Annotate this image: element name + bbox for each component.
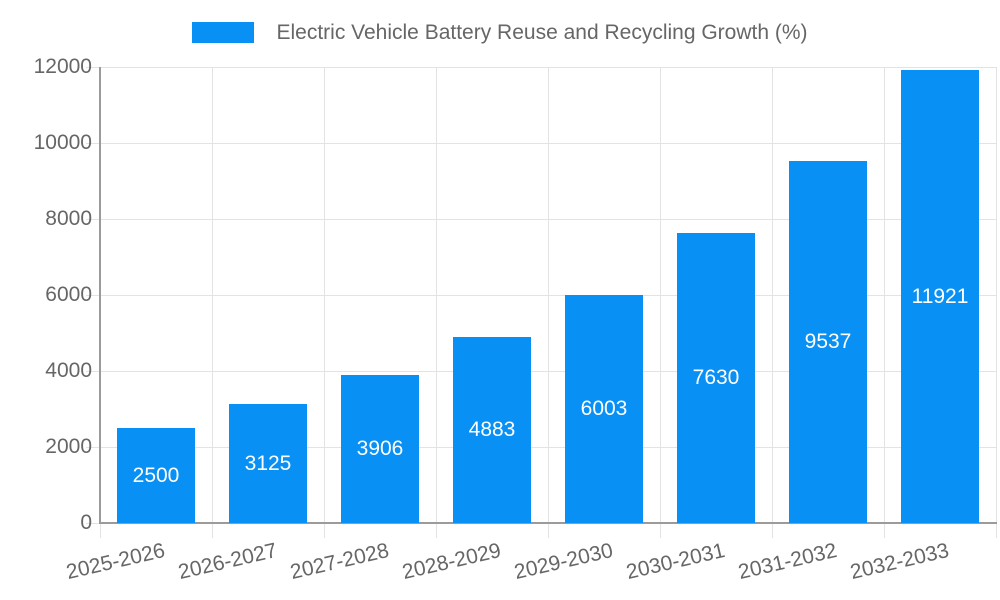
x-tick bbox=[996, 523, 997, 538]
x-axis-line bbox=[99, 522, 997, 524]
x-tick bbox=[660, 523, 661, 538]
bar bbox=[789, 160, 867, 523]
x-gridline bbox=[772, 67, 773, 523]
y-tick bbox=[86, 67, 100, 68]
bar-value-label: 6003 bbox=[580, 396, 628, 420]
bar-value-label: 3906 bbox=[356, 436, 404, 460]
bar-value-label: 3125 bbox=[244, 451, 292, 475]
y-axis-tick-label: 8000 bbox=[45, 207, 92, 230]
x-gridline bbox=[996, 67, 997, 523]
y-tick bbox=[86, 143, 100, 144]
bar bbox=[453, 337, 531, 523]
x-tick bbox=[772, 523, 773, 538]
bar-value-label: 4883 bbox=[468, 418, 516, 442]
x-gridline bbox=[212, 67, 213, 523]
y-axis-tick-label: 12000 bbox=[33, 55, 92, 78]
x-tick bbox=[884, 523, 885, 538]
bar bbox=[117, 428, 195, 523]
y-axis-tick-label: 4000 bbox=[45, 359, 92, 382]
plot-area: 0 2000 4000 6000 8000 10000 12000 2500 2025-2026… bbox=[34, 55, 997, 584]
y-axis-tick-label: 6000 bbox=[45, 283, 92, 306]
bar bbox=[229, 404, 307, 523]
bar bbox=[341, 374, 419, 523]
y-tick bbox=[86, 523, 100, 524]
y-axis-tick-label: 0 bbox=[80, 511, 92, 534]
y-tick bbox=[86, 447, 100, 448]
bar bbox=[901, 70, 979, 523]
y-axis-line bbox=[99, 67, 101, 524]
x-tick bbox=[212, 523, 213, 538]
bar-value-label: 7630 bbox=[692, 366, 740, 390]
x-tick bbox=[100, 523, 101, 538]
y-axis-tick-label: 10000 bbox=[33, 131, 92, 154]
y-tick bbox=[86, 295, 100, 296]
x-gridline bbox=[436, 67, 437, 523]
bar-value-label: 9537 bbox=[804, 329, 852, 353]
bar-value-label: 2500 bbox=[132, 463, 180, 487]
x-gridline bbox=[660, 67, 661, 523]
legend: Electric Vehicle Battery Reuse and Recyc… bbox=[0, 20, 1000, 45]
y-axis-tick-label: 2000 bbox=[45, 435, 92, 458]
x-gridline bbox=[884, 67, 885, 523]
x-tick bbox=[436, 523, 437, 538]
x-tick bbox=[324, 523, 325, 538]
x-tick bbox=[548, 523, 549, 538]
bar-value-label: 11921 bbox=[911, 284, 969, 308]
legend-item[interactable]: Electric Vehicle Battery Reuse and Recyc… bbox=[192, 20, 808, 45]
y-tick bbox=[86, 371, 100, 372]
y-tick bbox=[86, 219, 100, 220]
x-gridline bbox=[324, 67, 325, 523]
legend-label: Electric Vehicle Battery Reuse and Recyc… bbox=[276, 21, 808, 44]
legend-swatch bbox=[192, 22, 255, 43]
x-gridline bbox=[548, 67, 549, 523]
bar bbox=[565, 294, 643, 523]
bar bbox=[677, 233, 755, 523]
